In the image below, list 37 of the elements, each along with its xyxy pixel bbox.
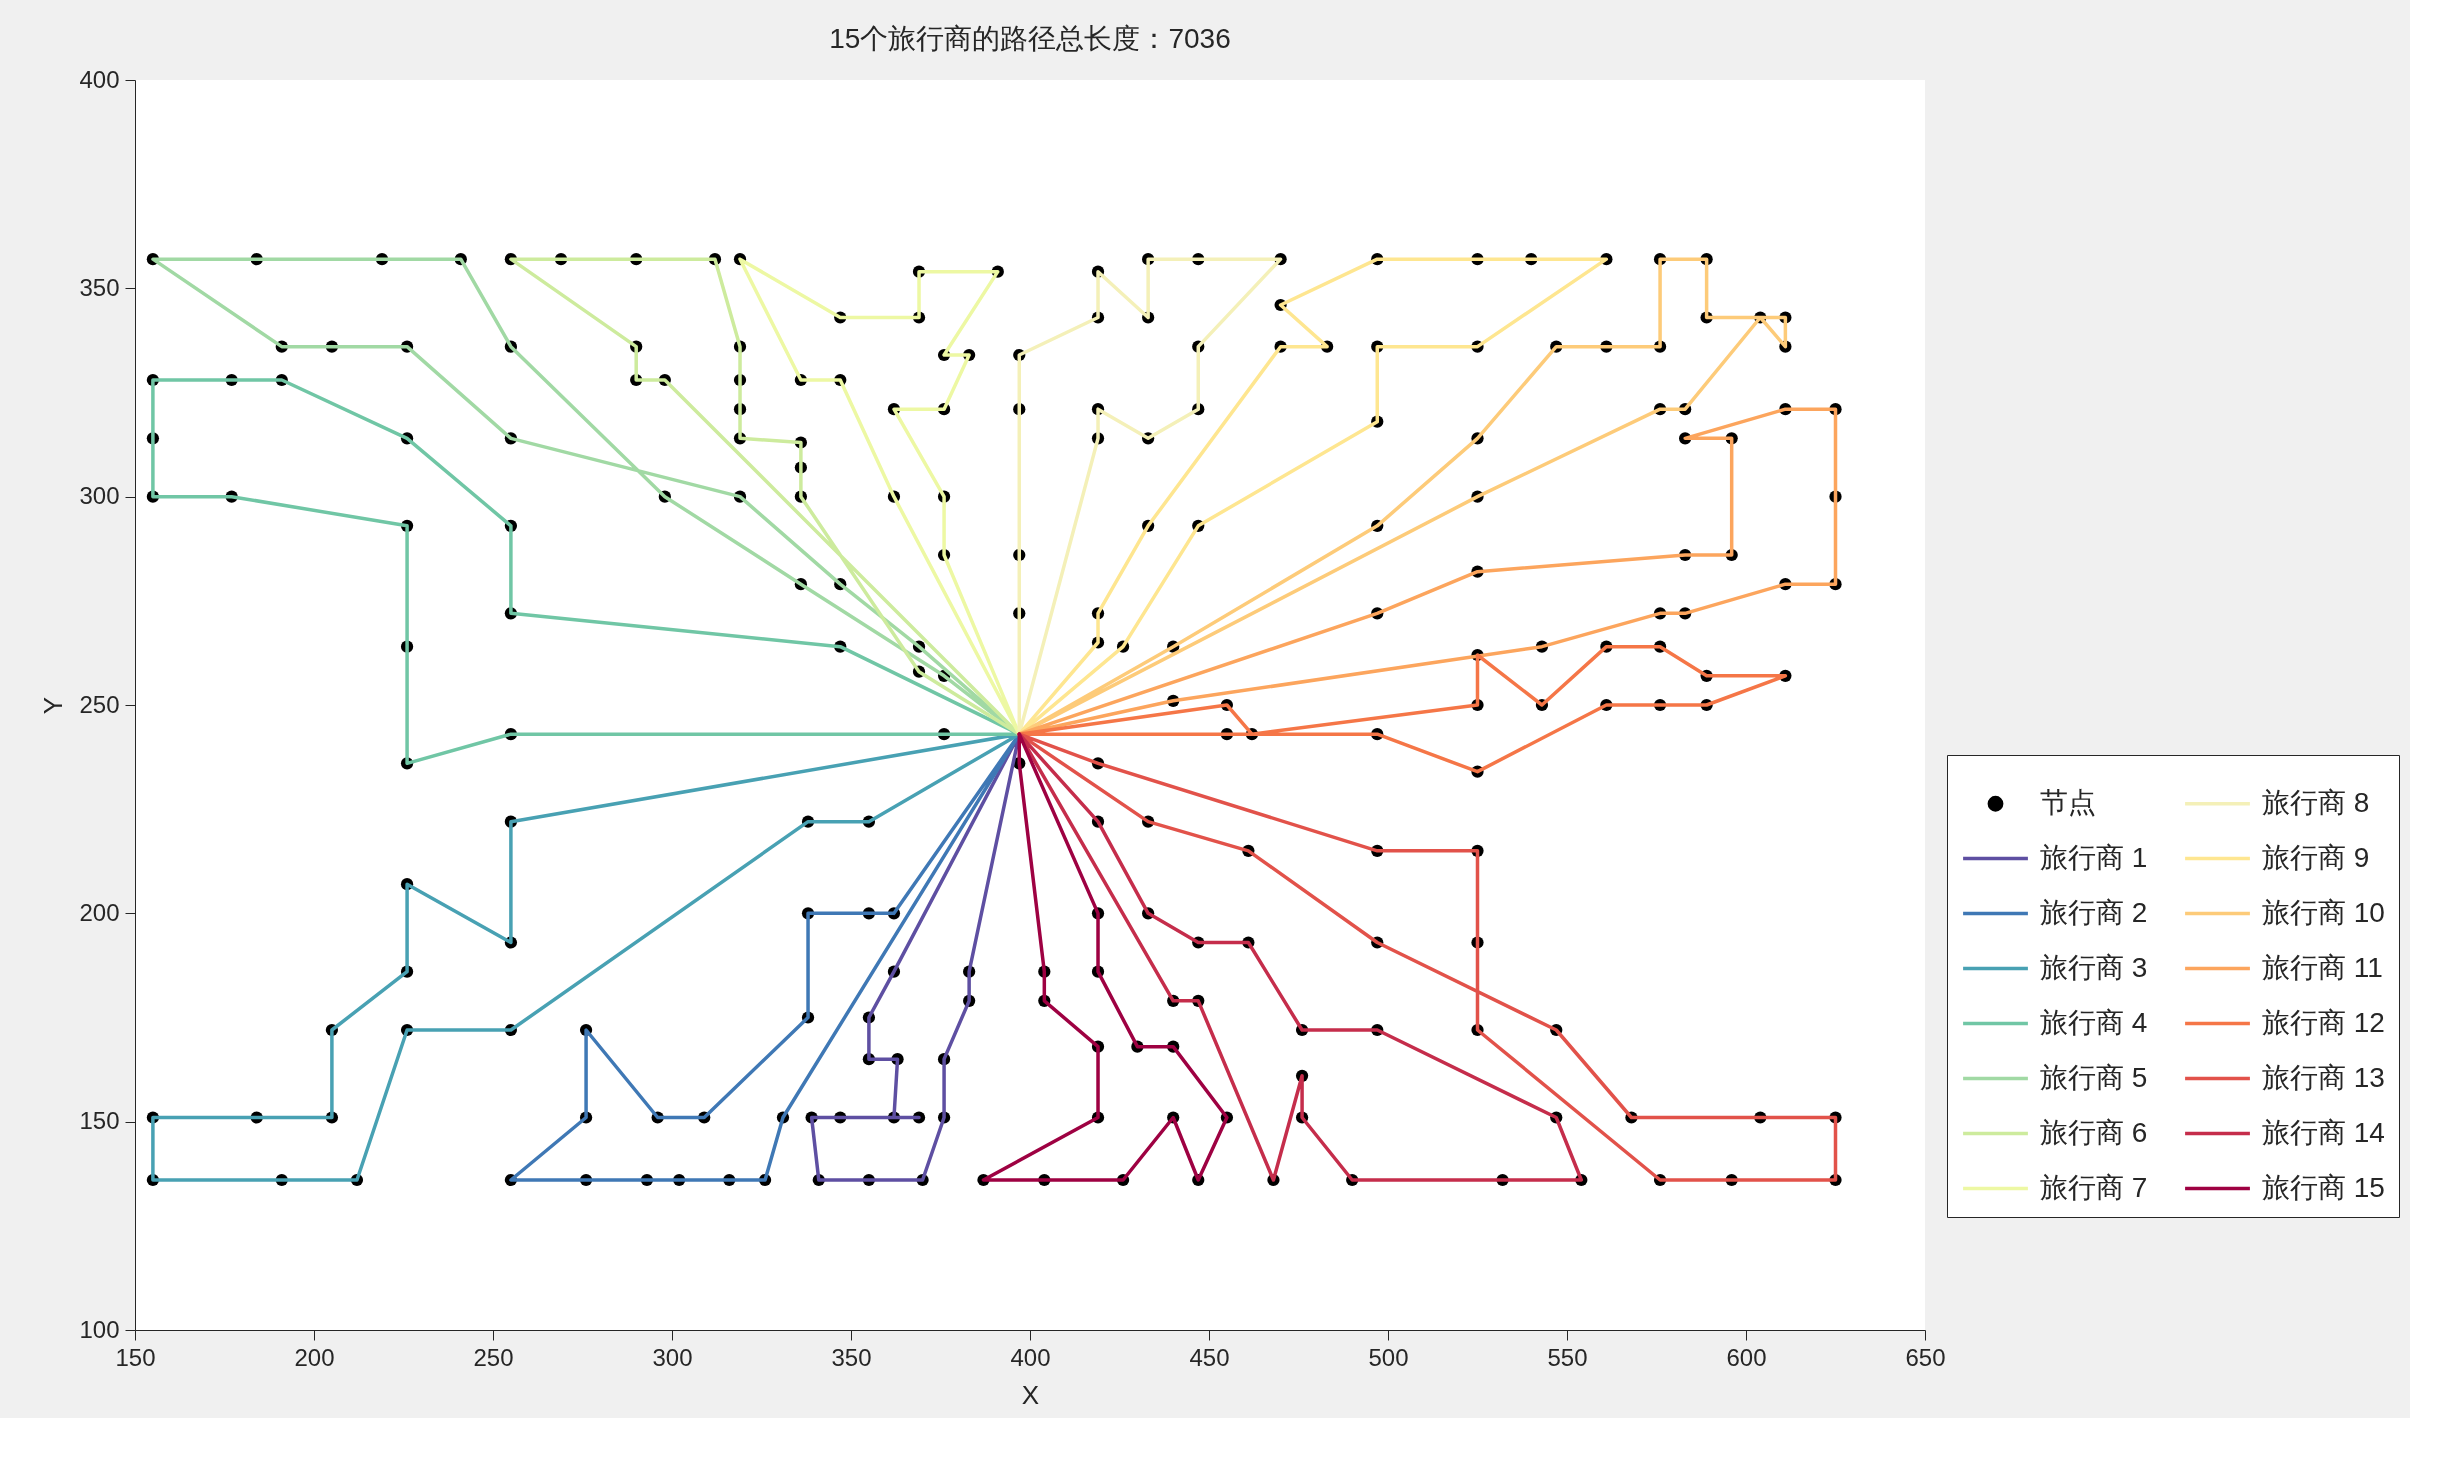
legend-label: 旅行商 3 (2040, 951, 2148, 983)
x-tick-label: 550 (1547, 1343, 1588, 1371)
legend-label: 旅行商 10 (2262, 896, 2385, 928)
x-tick-label: 400 (1010, 1343, 1051, 1371)
legend-label: 旅行商 4 (2040, 1006, 2148, 1038)
legend-label: 旅行商 12 (2262, 1006, 2385, 1038)
y-axis-title: Y (38, 696, 69, 715)
y-tick-label: 200 (79, 898, 120, 926)
chart-title: 15个旅行商的路径总长度：7036 (829, 23, 1231, 54)
x-tick-label: 650 (1905, 1343, 1946, 1371)
legend-label: 旅行商 15 (2262, 1171, 2385, 1203)
y-tick-label: 100 (79, 1315, 120, 1343)
x-tick-label: 350 (831, 1343, 872, 1371)
legend-label: 旅行商 9 (2262, 841, 2370, 873)
x-tick-label: 500 (1368, 1343, 1409, 1371)
x-tick-label: 250 (473, 1343, 514, 1371)
x-tick-label: 300 (652, 1343, 693, 1371)
x-tick-label: 450 (1189, 1343, 1230, 1371)
y-tick-label: 350 (79, 273, 120, 301)
x-tick-label: 200 (294, 1343, 335, 1371)
legend-label: 旅行商 13 (2262, 1061, 2385, 1093)
legend-label: 节点 (2040, 786, 2096, 818)
legend-label: 旅行商 1 (2040, 841, 2148, 873)
y-tick-label: 150 (79, 1107, 120, 1135)
legend-label: 旅行商 8 (2262, 786, 2370, 818)
y-tick-label: 400 (79, 65, 120, 93)
legend-label: 旅行商 7 (2040, 1171, 2148, 1203)
legend-label: 旅行商 5 (2040, 1061, 2148, 1093)
y-tick-label: 300 (79, 482, 120, 510)
legend-label: 旅行商 6 (2040, 1116, 2148, 1148)
legend-label: 旅行商 11 (2262, 951, 2383, 983)
x-axis-title: X (1021, 1379, 1040, 1410)
y-tick-label: 250 (79, 690, 120, 718)
legend-label: 旅行商 14 (2262, 1116, 2385, 1148)
x-tick-label: 150 (115, 1343, 156, 1371)
legend-label: 旅行商 2 (2040, 896, 2148, 928)
x-tick-label: 600 (1726, 1343, 1767, 1371)
